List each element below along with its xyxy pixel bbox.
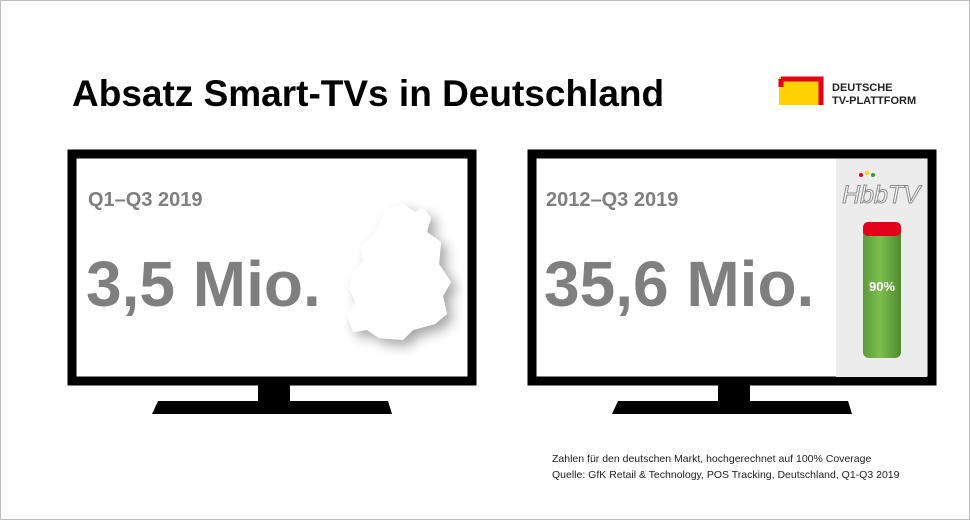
cylinder <box>863 224 901 358</box>
value: 35,6 Mio. <box>544 248 814 320</box>
germany-map <box>347 204 451 340</box>
logo-red <box>778 76 824 105</box>
hbbtv-dot <box>871 173 875 177</box>
hbbtv-dot <box>859 173 863 177</box>
logo: DEUTSCHE TV-PLATTFORM <box>778 76 916 107</box>
tv-neck <box>718 385 750 401</box>
footnote: Quelle: GfK Retail & Technology, POS Tra… <box>552 469 900 481</box>
period: 2012–Q3 2019 <box>546 189 678 211</box>
tv-neck <box>258 385 290 401</box>
tv-base <box>152 401 392 414</box>
logo-text: DEUTSCHE <box>832 82 893 94</box>
logo-yellow <box>779 77 823 105</box>
tv-base <box>612 401 852 414</box>
title: Absatz Smart-TVs in Deutschland <box>72 73 664 114</box>
hbbtv-logo: HbbTV <box>842 181 922 209</box>
tv: 2012–Q3 2019 35,6 Mio. HbbTV 90% <box>527 149 937 414</box>
logo-text: TV-PLATTFORM <box>832 95 916 107</box>
tv: Q1–Q3 2019 3,5 Mio. <box>67 149 477 414</box>
hbbtv-dot <box>865 171 869 175</box>
value: 3,5 Mio. <box>86 248 321 320</box>
period: Q1–Q3 2019 <box>88 189 203 211</box>
share-label: 90% <box>869 279 895 294</box>
footnote: Zahlen für den deutschen Markt, hochgere… <box>552 453 871 465</box>
cylinder-top <box>863 222 901 236</box>
